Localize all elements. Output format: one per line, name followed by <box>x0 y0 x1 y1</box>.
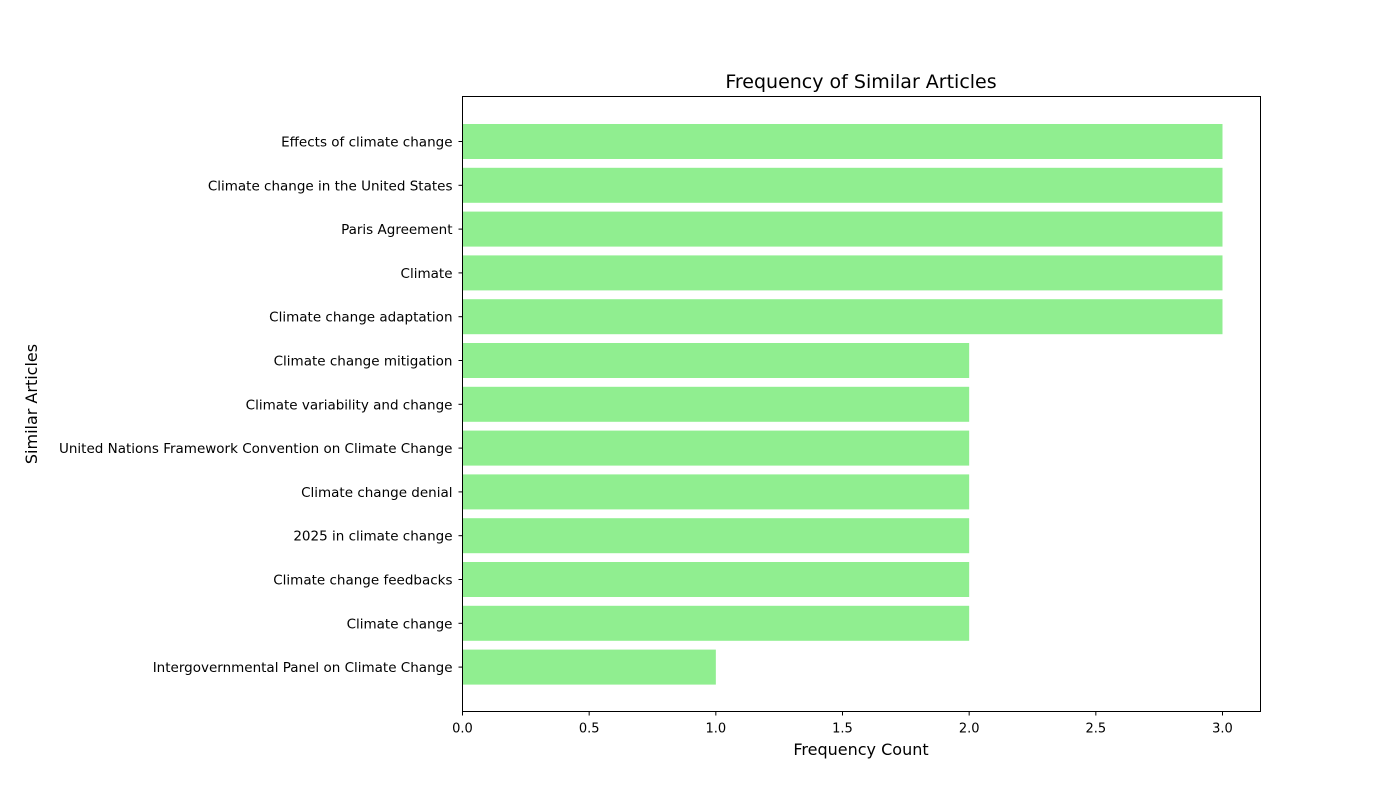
bar <box>462 518 970 554</box>
y-axis-label: Similar Articles <box>22 344 41 464</box>
bar <box>462 386 970 422</box>
bar <box>462 255 1223 291</box>
x-tick-label: 1.5 <box>832 722 853 737</box>
x-tick-label: 2.0 <box>959 722 980 737</box>
y-tick-label: Climate change adaptation <box>269 310 452 326</box>
bar <box>462 474 970 510</box>
y-tick-label: United Nations Framework Convention on C… <box>59 441 453 457</box>
bar <box>462 430 970 466</box>
y-tick-label: Intergovernmental Panel on Climate Chang… <box>153 660 453 676</box>
x-tick-label: 3.0 <box>1212 722 1233 737</box>
bar <box>462 562 970 597</box>
bar <box>462 167 1223 203</box>
y-tick-label: Climate variability and change <box>246 397 453 413</box>
y-tick-label: Climate change feedbacks <box>273 573 452 589</box>
y-tick-label: Paris Agreement <box>341 222 452 238</box>
y-tick-label: Climate change in the United States <box>208 178 453 194</box>
x-axis-ticks: 0.0 0.5 1.0 1.5 2.0 2.5 3.0 <box>452 711 1233 737</box>
y-tick-label: Effects of climate change <box>281 135 452 151</box>
bar <box>462 124 1223 159</box>
bar <box>462 299 1223 335</box>
y-tick-label: Climate change mitigation <box>274 354 453 370</box>
x-tick-label: 0.0 <box>452 722 473 737</box>
y-tick-label: Climate change denial <box>301 485 452 501</box>
x-tick-label: 2.5 <box>1085 722 1106 737</box>
y-tick-label: Climate <box>401 266 453 282</box>
bar <box>462 605 970 641</box>
bar <box>462 211 1223 247</box>
bars-group <box>462 124 1223 685</box>
y-axis-ticks: Effects of climate change Climate change … <box>59 135 463 676</box>
x-tick-label: 1.0 <box>705 722 726 737</box>
bar <box>462 343 970 378</box>
bar <box>462 649 716 685</box>
y-tick-label: Climate change <box>347 616 453 632</box>
y-tick-label: 2025 in climate change <box>293 529 452 545</box>
x-axis-label: Frequency Count <box>793 740 928 759</box>
chart-title: Frequency of Similar Articles <box>725 71 996 93</box>
x-tick-label: 0.5 <box>579 722 600 737</box>
